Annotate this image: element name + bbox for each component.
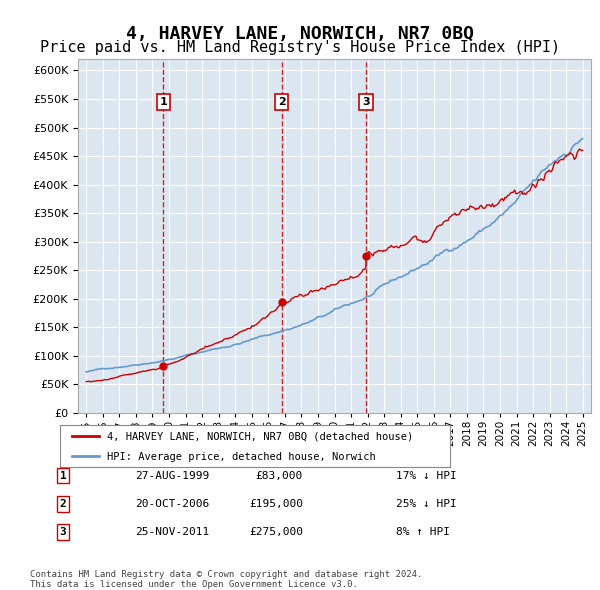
Text: 3: 3 (362, 97, 370, 107)
Text: Price paid vs. HM Land Registry's House Price Index (HPI): Price paid vs. HM Land Registry's House … (40, 40, 560, 55)
Text: 4, HARVEY LANE, NORWICH, NR7 0BQ: 4, HARVEY LANE, NORWICH, NR7 0BQ (126, 25, 474, 43)
Text: HPI: Average price, detached house, Norwich: HPI: Average price, detached house, Norw… (107, 452, 376, 461)
Text: 3: 3 (59, 527, 67, 537)
Text: 1: 1 (160, 97, 167, 107)
Text: £275,000: £275,000 (249, 527, 303, 537)
Text: 4, HARVEY LANE, NORWICH, NR7 0BQ (detached house): 4, HARVEY LANE, NORWICH, NR7 0BQ (detach… (107, 432, 413, 442)
Text: 2: 2 (59, 499, 67, 509)
Text: This data is licensed under the Open Government Licence v3.0.: This data is licensed under the Open Gov… (30, 579, 358, 589)
Text: 8% ↑ HPI: 8% ↑ HPI (396, 527, 450, 537)
Text: Contains HM Land Registry data © Crown copyright and database right 2024.: Contains HM Land Registry data © Crown c… (30, 570, 422, 579)
Text: 25% ↓ HPI: 25% ↓ HPI (396, 499, 457, 509)
Text: £195,000: £195,000 (249, 499, 303, 509)
Text: 27-AUG-1999: 27-AUG-1999 (135, 471, 209, 480)
Text: 25-NOV-2011: 25-NOV-2011 (135, 527, 209, 537)
Text: 17% ↓ HPI: 17% ↓ HPI (396, 471, 457, 480)
Text: 1: 1 (59, 471, 67, 480)
Text: £83,000: £83,000 (256, 471, 303, 480)
Text: 2: 2 (278, 97, 286, 107)
Text: 20-OCT-2006: 20-OCT-2006 (135, 499, 209, 509)
